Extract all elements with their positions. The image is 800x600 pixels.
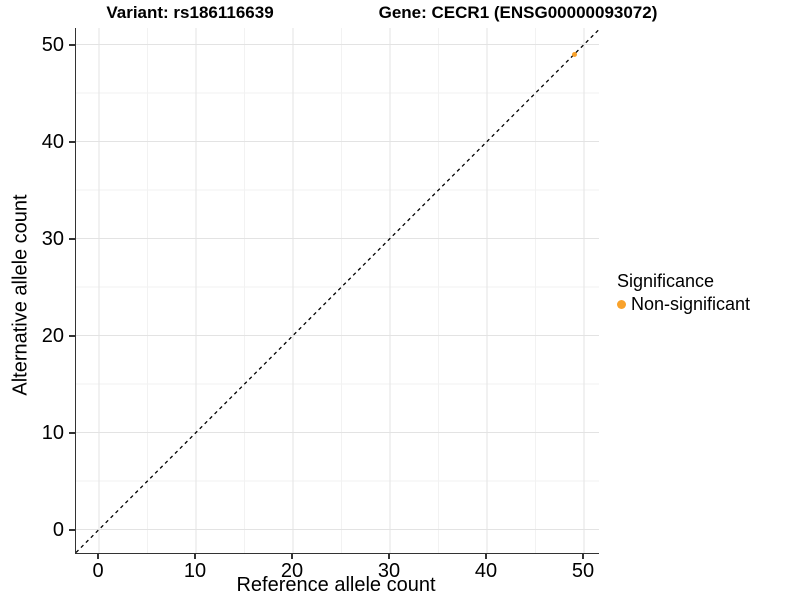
x-tick-mark (485, 553, 487, 559)
y-tick-mark (69, 43, 75, 46)
y-tick-label: 20 (41, 324, 64, 347)
legend-point-icon (617, 299, 626, 309)
y-tick-mark (69, 528, 75, 531)
y-tick-mark (69, 431, 75, 434)
x-tick-mark (291, 553, 293, 559)
plot-panel (75, 28, 599, 554)
y-tick-label: 30 (41, 227, 64, 250)
x-tick-mark (194, 553, 196, 559)
x-tick-mark (582, 553, 584, 559)
y-tick-mark (69, 237, 75, 240)
legend-title: Significance (617, 271, 715, 291)
x-tick-label: 20 (280, 560, 304, 582)
x-tick-mark (97, 553, 99, 559)
y-tick-label: 0 (52, 518, 64, 541)
data-point (571, 51, 577, 57)
legend: Significance Non-significant (617, 271, 750, 314)
identity-dashed-line (76, 29, 599, 553)
y-tick-label: 10 (41, 421, 64, 444)
y-tick-label: 40 (41, 130, 64, 153)
x-axis-title: Reference allele count (236, 574, 436, 596)
x-tick-label: 40 (474, 560, 498, 582)
legend-item: Non-significant (617, 294, 750, 314)
legend-item-label: Non-significant (631, 294, 751, 314)
y-axis-title: Alternative allele count (9, 194, 32, 396)
variant-title: Variant: rs186116639 (106, 3, 274, 22)
x-tick-label: 30 (377, 560, 401, 582)
y-tick-mark (69, 334, 75, 337)
y-tick-label: 50 (41, 33, 64, 56)
x-tick-label: 0 (92, 560, 104, 582)
x-tick-mark (388, 553, 390, 559)
y-tick-mark (69, 140, 75, 143)
gridlines-and-identity-line (76, 28, 599, 553)
x-tick-label: 10 (183, 560, 207, 582)
x-tick-label: 50 (571, 560, 595, 582)
gene-title: Gene: CECR1 (ENSG00000093072) (378, 3, 658, 22)
